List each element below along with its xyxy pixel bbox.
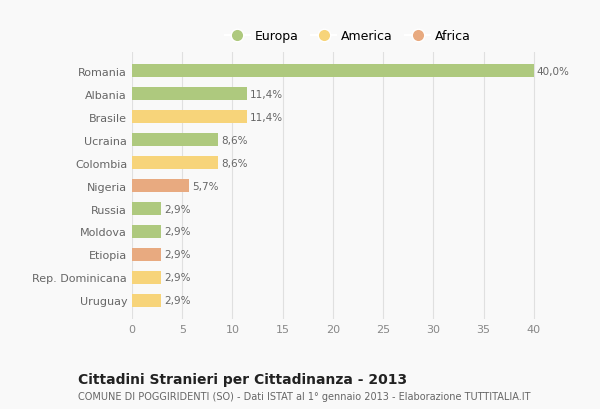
Legend: Europa, America, Africa: Europa, America, Africa (220, 25, 476, 48)
Bar (132, 203, 161, 215)
Text: 2,9%: 2,9% (164, 250, 191, 260)
Text: COMUNE DI POGGIRIDENTI (SO) - Dati ISTAT al 1° gennaio 2013 - Elaborazione TUTTI: COMUNE DI POGGIRIDENTI (SO) - Dati ISTAT… (78, 391, 530, 400)
Bar (132, 180, 189, 192)
Bar (132, 294, 161, 307)
Text: 8,6%: 8,6% (221, 135, 248, 145)
Text: 2,9%: 2,9% (164, 273, 191, 283)
Bar (132, 65, 534, 78)
Text: 11,4%: 11,4% (250, 112, 283, 122)
Text: 8,6%: 8,6% (221, 158, 248, 168)
Text: 5,7%: 5,7% (192, 181, 219, 191)
Bar (132, 88, 247, 101)
Bar (132, 111, 247, 124)
Text: 2,9%: 2,9% (164, 204, 191, 214)
Text: 40,0%: 40,0% (537, 67, 570, 76)
Text: 2,9%: 2,9% (164, 296, 191, 306)
Bar (132, 226, 161, 238)
Bar (132, 134, 218, 146)
Text: 11,4%: 11,4% (250, 90, 283, 99)
Bar (132, 157, 218, 169)
Text: 2,9%: 2,9% (164, 227, 191, 237)
Bar (132, 249, 161, 261)
Bar (132, 272, 161, 284)
Text: Cittadini Stranieri per Cittadinanza - 2013: Cittadini Stranieri per Cittadinanza - 2… (78, 372, 407, 386)
